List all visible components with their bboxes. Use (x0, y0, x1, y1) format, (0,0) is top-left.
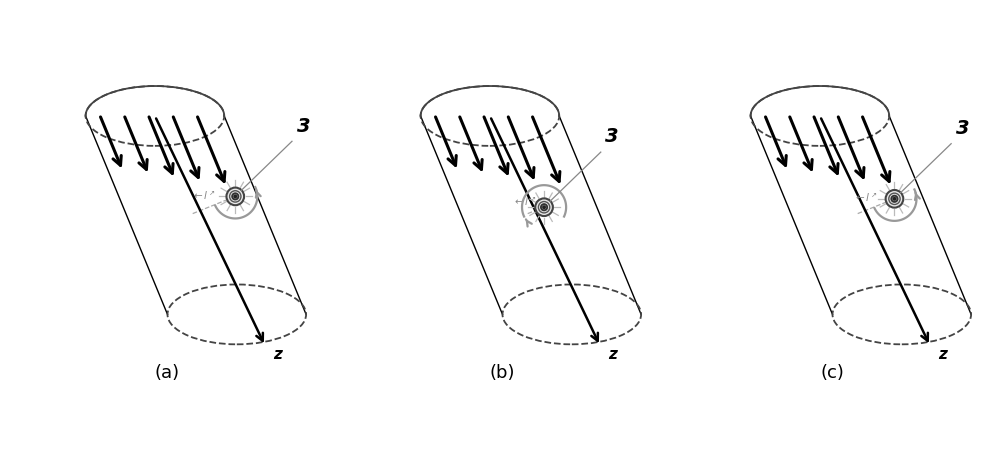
Text: 3: 3 (956, 119, 970, 138)
Circle shape (886, 190, 903, 208)
Polygon shape (421, 116, 641, 314)
Text: z: z (273, 347, 282, 363)
Circle shape (541, 204, 547, 210)
Text: (b): (b) (490, 364, 515, 382)
Circle shape (891, 196, 898, 202)
Text: (a): (a) (155, 364, 180, 382)
Text: 3: 3 (605, 127, 619, 146)
Circle shape (535, 199, 553, 216)
Text: 3: 3 (297, 117, 310, 136)
Circle shape (232, 193, 238, 199)
Text: z: z (608, 347, 617, 363)
Polygon shape (86, 116, 306, 314)
Circle shape (226, 187, 244, 205)
Text: $\leftarrow l^{\nearrow}$: $\leftarrow l^{\nearrow}$ (853, 191, 878, 204)
Circle shape (542, 206, 546, 209)
Text: $\leftarrow l^{\nearrow}$: $\leftarrow l^{\nearrow}$ (191, 190, 215, 202)
Text: (c): (c) (821, 364, 844, 382)
Polygon shape (751, 116, 971, 314)
Text: z: z (938, 347, 947, 363)
Circle shape (893, 197, 896, 201)
Text: $\leftarrow l^{\nearrow}$: $\leftarrow l^{\nearrow}$ (512, 195, 537, 208)
Circle shape (233, 194, 237, 198)
